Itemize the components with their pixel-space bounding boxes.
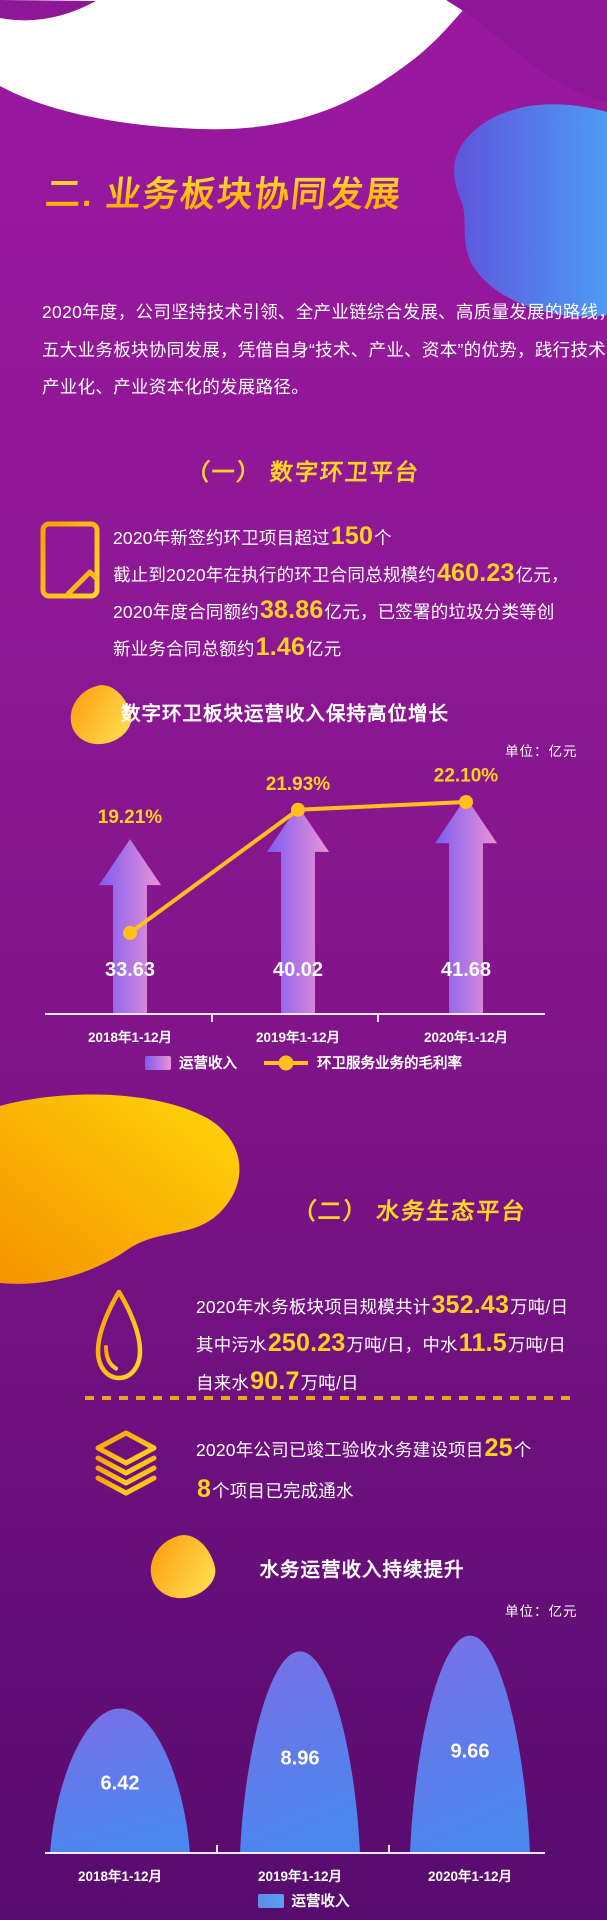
chart1-unit-label: 单位：亿元 (505, 744, 578, 759)
water-stats: 2020年水务板块项目规模共计352.43万吨/日 其中污水250.23万吨/日… (196, 1286, 596, 1400)
stat-line: 2020年公司已竣工验收水务建设项目25个 (196, 1434, 532, 1462)
stat-line: 2020年度合同额约38.86亿元，已签署的垃圾分类等创 (113, 596, 555, 624)
highlight-number: 250.23 (267, 1329, 346, 1357)
intro-line: 2020年度，公司坚持技术引领、全产业链综合发展、高质量发展的路线， (42, 302, 607, 322)
highlight-number: 38.86 (259, 596, 324, 624)
x-axis-label: 2019年1-12月 (258, 1868, 342, 1884)
top-wave-decoration (0, 0, 607, 317)
dome-bar (50, 1708, 190, 1853)
highlight-number: 150 (330, 522, 374, 550)
chart2-canvas: 6.42 8.96 9.66 2018年1-12月 2019年1-12月 2020年1-1… (45, 1635, 545, 1884)
highlight-number: 460.23 (436, 559, 515, 587)
document-icon (40, 521, 100, 599)
legend-bar-swatch (145, 1055, 171, 1070)
section1-title: （一） 数字环卫平台 (185, 459, 422, 485)
dome-value-label: 8.96 (281, 1747, 320, 1769)
highlight-number: 11.5 (458, 1329, 507, 1357)
water-drop-icon (95, 1289, 143, 1381)
arrow-bar (267, 805, 329, 1014)
sanitation-stats: 2020年新签约环卫项目超过150个 截止到2020年在执行的环卫合同总规模约4… (113, 518, 593, 666)
legend-line-label: 环卫服务业务的毛利率 (317, 1056, 462, 1072)
highlight-number: 1.46 (255, 633, 306, 661)
margin-pct-label: 22.10% (434, 765, 499, 786)
intro-line: 产业化、产业资本化的发展路径。 (42, 377, 309, 397)
dome-value-label: 9.66 (451, 1740, 490, 1762)
chart1-canvas: 19.21% 21.93% 22.10% 33.63 40.02 41.68 2018年1-… (45, 765, 545, 1045)
highlight-number: 90.7 (250, 1367, 300, 1395)
bar-value-label: 33.63 (105, 959, 155, 981)
stat-line: 截止到2020年在执行的环卫合同总规模约460.23亿元， (113, 559, 569, 587)
dome-bar (410, 1635, 530, 1853)
arrow-bar (435, 797, 497, 1014)
stat-line: 8个项目已完成通水 (197, 1475, 354, 1503)
x-axis-label: 2020年1-12月 (424, 1029, 508, 1045)
legend-dome-label: 运营收入 (291, 1894, 350, 1910)
margin-line-dot (123, 925, 137, 940)
x-axis-label: 2018年1-12月 (78, 1868, 162, 1884)
stat-line: 2020年水务板块项目规模共计352.43万吨/日 (196, 1291, 569, 1319)
legend-bar-label: 运营收入 (179, 1056, 237, 1072)
stat-line: 其中污水250.23万吨/日，中水11.5万吨/日 (196, 1329, 566, 1357)
legend-dome-swatch (257, 1893, 284, 1908)
top-left-purple-crescent (0, 0, 96, 21)
chart2-title: 水务运营收入持续提升 (259, 1559, 465, 1581)
stat-line: 2020年新签约环卫项目超过150个 (113, 522, 392, 550)
x-axis-label: 2020年1-12月 (428, 1868, 512, 1884)
chart2-legend: 运营收入 (0, 1890, 607, 1911)
x-axis-label: 2019年1-12月 (256, 1029, 340, 1045)
top-right-purple-crest (446, 0, 607, 102)
margin-pct-label: 19.21% (98, 807, 163, 828)
page-title: 二. 业务板块协同发展 (43, 166, 405, 217)
stat-line: 新业务合同总额约1.46亿元 (113, 633, 342, 661)
bar-value-label: 41.68 (441, 959, 491, 981)
yellow-blob-decoration (0, 1094, 240, 1284)
highlight-number: 25 (484, 1434, 513, 1462)
white-wave-shape (0, 0, 472, 130)
legend-line-dot-icon (264, 1055, 308, 1070)
bar-value-label: 40.02 (273, 959, 323, 981)
margin-line-dot (291, 802, 305, 817)
margin-pct-label: 21.93% (266, 774, 331, 795)
intro-line: 五大业务板块协同发展，凭借自身“技术、产业、资本”的优势，践行技术 (42, 339, 607, 360)
dome-value-label: 6.42 (101, 1772, 140, 1794)
blue-blob (454, 104, 607, 317)
chart1-legend: 运营收入 环卫服务业务的毛利率 (0, 1052, 607, 1073)
section2-title: （二） 水务生态平台 (291, 1198, 528, 1224)
highlight-number: 8 (197, 1475, 212, 1503)
chart1-title: 数字环卫板块运营收入保持高位增长 (120, 703, 449, 725)
layers-icon (95, 1430, 157, 1496)
dashed-divider (85, 1396, 577, 1400)
project-stats: 2020年公司已竣工验收水务建设项目25个 8个项目已完成通水 (196, 1428, 596, 1510)
dome-bar (240, 1651, 360, 1853)
stat-line: 自来水90.7万吨/日 (196, 1367, 359, 1395)
highlight-number: 352.43 (431, 1291, 510, 1319)
chart2-unit-label: 单位：亿元 (505, 1604, 578, 1619)
intro-paragraph: 2020年度，公司坚持技术引领、全产业链综合发展、高质量发展的路线， 五大业务板… (42, 294, 607, 407)
margin-line-dot (459, 795, 473, 809)
x-axis-label: 2018年1-12月 (88, 1029, 172, 1045)
